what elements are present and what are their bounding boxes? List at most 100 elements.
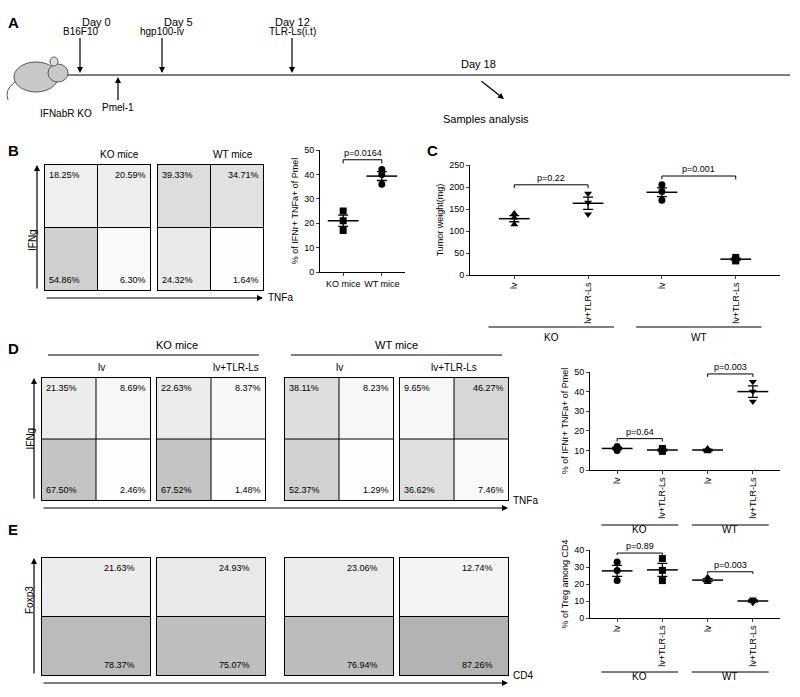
svg-text:lv: lv xyxy=(612,477,622,484)
svg-text:WT mice: WT mice xyxy=(364,279,399,289)
svg-text:1.48%: 1.48% xyxy=(235,485,261,495)
svg-text:C: C xyxy=(427,142,438,159)
svg-text:IFNg: IFNg xyxy=(27,229,38,251)
svg-text:B16F10: B16F10 xyxy=(63,26,98,37)
svg-text:20.59%: 20.59% xyxy=(115,170,146,180)
svg-text:TLR-Ls(i.t): TLR-Ls(i.t) xyxy=(269,26,316,37)
svg-text:10: 10 xyxy=(574,596,584,606)
svg-text:24.93%: 24.93% xyxy=(219,563,250,573)
svg-text:Day 18: Day 18 xyxy=(461,58,496,70)
svg-text:hgp100-lv: hgp100-lv xyxy=(140,26,184,37)
svg-text:KO: KO xyxy=(544,332,559,343)
svg-text:lv+TLR-Ls: lv+TLR-Ls xyxy=(657,625,667,667)
svg-text:46.27%: 46.27% xyxy=(473,383,504,393)
svg-text:50: 50 xyxy=(574,367,584,377)
svg-text:36.62%: 36.62% xyxy=(404,485,435,495)
svg-text:IFNg: IFNg xyxy=(25,428,36,450)
svg-text:lv+TLR-Ls: lv+TLR-Ls xyxy=(748,625,758,667)
svg-text:7.46%: 7.46% xyxy=(478,485,504,495)
svg-text:250: 250 xyxy=(449,160,464,170)
svg-text:39.33%: 39.33% xyxy=(162,170,193,180)
svg-text:CD4: CD4 xyxy=(513,670,533,681)
svg-text:KO mice: KO mice xyxy=(326,279,361,289)
svg-text:21.35%: 21.35% xyxy=(46,383,77,393)
svg-text:50: 50 xyxy=(454,248,464,258)
svg-text:lv+TLR-Ls: lv+TLR-Ls xyxy=(657,477,667,519)
svg-text:24.32%: 24.32% xyxy=(162,275,193,285)
svg-text:WT mice: WT mice xyxy=(213,149,253,160)
svg-text:2.46%: 2.46% xyxy=(120,485,146,495)
svg-text:B: B xyxy=(8,142,19,159)
svg-text:Day 5: Day 5 xyxy=(164,16,193,28)
svg-text:40: 40 xyxy=(574,545,584,555)
svg-text:lv+TLR-Ls: lv+TLR-Ls xyxy=(731,282,741,324)
svg-text:p=0.89: p=0.89 xyxy=(626,541,654,551)
svg-text:30: 30 xyxy=(574,406,584,416)
svg-text:40: 40 xyxy=(304,170,314,180)
svg-text:200: 200 xyxy=(449,182,464,192)
svg-text:p=0.003: p=0.003 xyxy=(714,560,747,570)
svg-text:87.26%: 87.26% xyxy=(462,660,493,670)
svg-text:21.63%: 21.63% xyxy=(104,563,135,573)
svg-text:9.65%: 9.65% xyxy=(404,383,430,393)
svg-text:E: E xyxy=(8,521,18,538)
svg-text:lv+TLR-Ls: lv+TLR-Ls xyxy=(431,362,477,373)
svg-text:WT: WT xyxy=(691,332,707,343)
svg-text:67.52%: 67.52% xyxy=(161,485,192,495)
svg-text:% of Treg among CD4: % of Treg among CD4 xyxy=(560,539,570,628)
svg-text:54.86%: 54.86% xyxy=(49,275,80,285)
svg-text:6.30%: 6.30% xyxy=(120,275,146,285)
svg-text:D: D xyxy=(8,340,19,357)
svg-text:% of IFNr+ TNFa+ of Pmel: % of IFNr+ TNFa+ of Pmel xyxy=(290,158,300,264)
svg-text:KO: KO xyxy=(632,524,647,535)
svg-text:Day 12: Day 12 xyxy=(275,16,310,28)
svg-text:100: 100 xyxy=(449,226,464,236)
svg-text:30: 30 xyxy=(304,194,314,204)
svg-text:67.50%: 67.50% xyxy=(46,485,77,495)
svg-text:22.63%: 22.63% xyxy=(161,383,192,393)
svg-text:lv+TLR-Ls: lv+TLR-Ls xyxy=(748,477,758,519)
svg-text:p=0.0164: p=0.0164 xyxy=(344,148,382,158)
svg-text:lv+TLR-Ls: lv+TLR-Ls xyxy=(213,362,259,373)
svg-text:0: 0 xyxy=(579,465,584,475)
svg-text:lv: lv xyxy=(509,282,519,289)
svg-text:150: 150 xyxy=(449,204,464,214)
svg-text:0: 0 xyxy=(459,270,464,280)
svg-text:50: 50 xyxy=(304,145,314,155)
svg-text:lv: lv xyxy=(612,625,622,632)
svg-text:lv: lv xyxy=(336,362,343,373)
svg-text:12.74%: 12.74% xyxy=(462,563,493,573)
svg-text:0: 0 xyxy=(579,613,584,623)
svg-text:KO: KO xyxy=(632,671,647,682)
svg-text:p=0.003: p=0.003 xyxy=(714,362,747,372)
svg-text:34.71%: 34.71% xyxy=(228,170,259,180)
svg-text:lv: lv xyxy=(98,362,105,373)
svg-text:20: 20 xyxy=(304,218,314,228)
svg-text:WT: WT xyxy=(722,671,738,682)
svg-text:1.29%: 1.29% xyxy=(363,485,389,495)
svg-text:lv: lv xyxy=(703,625,713,632)
svg-text:18.25%: 18.25% xyxy=(49,170,80,180)
svg-text:A: A xyxy=(8,14,19,31)
svg-text:lv+TLR-Ls: lv+TLR-Ls xyxy=(583,282,593,324)
svg-text:% of IFNr+ TNFa+ of Pmel: % of IFNr+ TNFa+ of Pmel xyxy=(560,368,570,474)
svg-text:TNFa: TNFa xyxy=(513,495,538,506)
svg-text:23.06%: 23.06% xyxy=(347,563,378,573)
svg-text:IFNabR KO: IFNabR KO xyxy=(40,108,92,119)
svg-text:10: 10 xyxy=(574,446,584,456)
svg-text:78.37%: 78.37% xyxy=(104,660,135,670)
svg-text:38.11%: 38.11% xyxy=(289,383,319,393)
svg-text:WT mice: WT mice xyxy=(375,339,418,351)
svg-text:20: 20 xyxy=(574,579,584,589)
svg-text:Pmel-1: Pmel-1 xyxy=(102,102,134,113)
svg-text:TNFa: TNFa xyxy=(268,292,293,303)
svg-text:10: 10 xyxy=(304,243,314,253)
svg-text:p=0.001: p=0.001 xyxy=(682,164,715,174)
svg-text:8.37%: 8.37% xyxy=(235,383,261,393)
svg-text:30: 30 xyxy=(574,562,584,572)
svg-text:Foxp3: Foxp3 xyxy=(24,586,35,614)
svg-text:Tumor weight(mg): Tumor weight(mg) xyxy=(435,184,445,257)
svg-text:76.94%: 76.94% xyxy=(347,660,378,670)
svg-text:p=0.22: p=0.22 xyxy=(537,173,565,183)
svg-text:KO mice: KO mice xyxy=(100,149,139,160)
